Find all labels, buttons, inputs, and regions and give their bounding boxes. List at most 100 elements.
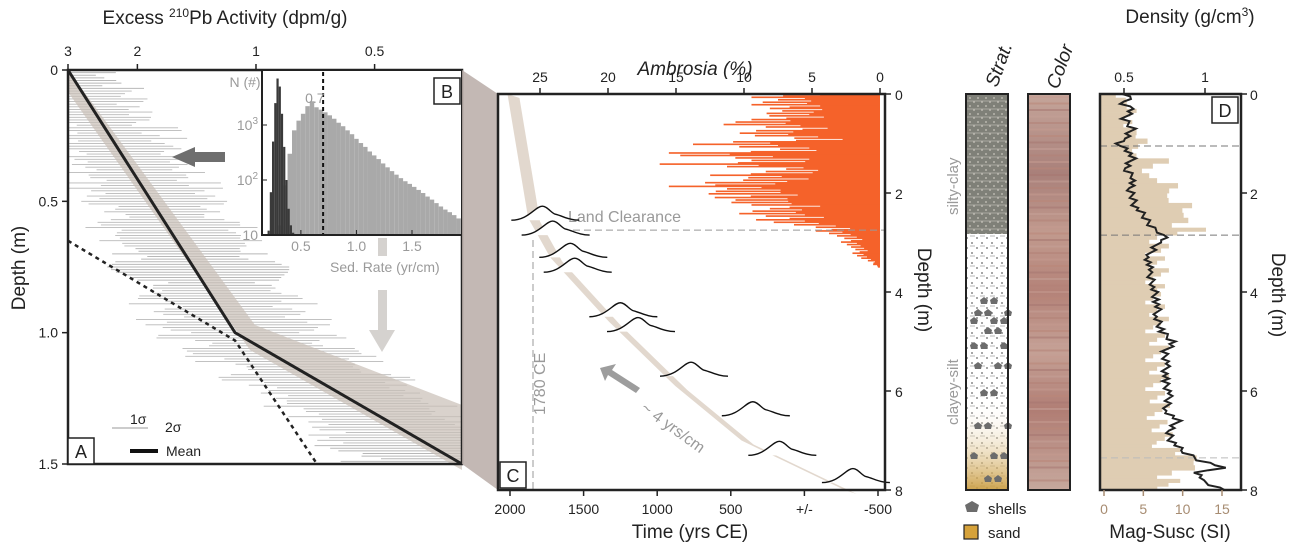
ambrosia-bar	[800, 124, 880, 127]
ambrosia-bar	[822, 108, 880, 111]
mag-susc-bar	[1101, 432, 1173, 437]
color-stripe	[1029, 310, 1069, 313]
ambrosia-bar	[859, 251, 880, 253]
mag-susc-bar	[1101, 101, 1127, 106]
ambrosia-bar	[680, 154, 880, 157]
color-stripe	[1029, 239, 1069, 241]
mag-susc-bar	[1101, 395, 1158, 400]
ambrosia-bar	[668, 152, 880, 154]
color-stripe	[1029, 226, 1069, 228]
color-stripe	[1029, 323, 1069, 326]
color-stripe	[1029, 414, 1069, 417]
shell-mark	[994, 362, 1002, 369]
legend-shells: shells	[988, 501, 1026, 518]
ambrosia-bar	[873, 263, 880, 266]
mag-susc-bar	[1101, 243, 1169, 249]
ambrosia-bar	[790, 119, 880, 122]
ambrosia-bar	[793, 223, 880, 226]
mag-susc-bar	[1101, 268, 1169, 273]
ambrosia-bar	[804, 214, 880, 216]
mag-susc-bar	[1101, 436, 1165, 441]
ambrosia-bar	[877, 264, 880, 267]
mag-susc-bar	[1101, 447, 1181, 453]
ambrosia-bar	[751, 159, 880, 162]
b-bar-light	[412, 186, 417, 235]
a-xtick-label-1: 2	[133, 43, 141, 59]
b-bar-light	[380, 163, 386, 235]
b-bar-light	[429, 199, 435, 235]
color-stripe	[1029, 343, 1069, 345]
mean-line	[66, 69, 463, 466]
panel-b: 0.7 N (#) 10 102 103 0.5 1.0 1.5 Sed. Rate (…	[229, 69, 463, 352]
shell-mark	[990, 389, 998, 396]
color-stripe	[1029, 408, 1069, 410]
mag-susc-bar	[1101, 366, 1158, 371]
mag-susc-bar	[1101, 424, 1160, 429]
ambrosia-bar	[727, 165, 880, 168]
color-stripe	[1029, 193, 1069, 196]
ambrosia-bar	[836, 235, 880, 237]
ambrosia-bar	[783, 95, 880, 97]
mag-susc-bar	[1101, 134, 1136, 139]
panel-label-a-box	[67, 437, 95, 465]
color-stripe	[1029, 401, 1069, 404]
b-bar-light	[354, 138, 359, 235]
shell-mark	[970, 317, 978, 324]
mag-susc-bar	[1101, 465, 1196, 471]
color-stripe	[1029, 206, 1069, 209]
b-bar-light	[372, 155, 377, 235]
color-stripe	[1029, 154, 1069, 157]
a-ytick-label-0: 0	[50, 62, 58, 78]
ambrosia-bar	[840, 241, 880, 243]
ambrosia-bar	[778, 98, 880, 101]
ambrosia-bar	[802, 128, 880, 131]
legend-1sigma: 1σ	[130, 411, 147, 427]
mag-susc-bar	[1101, 399, 1150, 404]
date-peak-5	[606, 316, 676, 333]
shell-mark	[974, 422, 982, 429]
land-clearance-label: Land Clearance	[568, 209, 681, 226]
color-stripe	[1029, 473, 1069, 475]
mag-susc-bar	[1101, 127, 1137, 132]
ambrosia-bar	[751, 96, 880, 99]
shell-mark	[1000, 317, 1008, 324]
mag-susc-bar	[1101, 374, 1169, 380]
b-bar-dark	[287, 208, 290, 235]
ambrosia-bar	[850, 233, 880, 236]
mag-susc-bar	[1101, 256, 1165, 261]
panel-a: Excess 210Pb Activity (dpm/g) 3 2 1 0.5 Dep…	[9, 6, 464, 472]
ambrosia-bar	[823, 116, 880, 118]
ambrosia-bar	[715, 184, 880, 186]
a-xtick-label-0: 3	[64, 43, 72, 59]
a-xtick-label-3: 0.5	[365, 43, 385, 59]
d-xtick-label-1: 5	[1139, 501, 1147, 517]
b-bar-light	[340, 126, 346, 235]
ambrosia-bar	[739, 145, 880, 148]
up-left-arrow-icon	[600, 364, 640, 393]
ambrosia-bar	[815, 230, 880, 232]
color-stripe	[1029, 161, 1069, 163]
d-xtick-label-0: 0	[1100, 501, 1108, 517]
b-bar-light	[305, 106, 310, 236]
ambrosia-bar	[786, 117, 880, 120]
c-xtick-label-1: 1500	[568, 501, 599, 517]
mag-susc-bar	[1101, 440, 1157, 445]
ambrosia-bar	[842, 231, 880, 233]
down-arrow-icon	[369, 290, 395, 352]
shell-mark	[990, 317, 998, 324]
strat-title: Strat.	[982, 40, 1017, 90]
mag-susc-bar	[1101, 451, 1176, 456]
b-bar-dark	[272, 141, 275, 235]
b-bar-light	[447, 212, 452, 235]
panel-label-c: C	[507, 466, 520, 486]
ambrosia-bar	[829, 232, 880, 235]
ambrosia-bar	[735, 121, 880, 123]
ambrosia-bar	[733, 141, 880, 143]
mag-susc-bar	[1101, 276, 1154, 281]
mag-susc-bar	[1101, 193, 1168, 199]
shell-mark	[974, 309, 982, 316]
ambrosia-bar	[765, 126, 880, 128]
color-stripe	[1029, 122, 1069, 124]
mag-susc-bar	[1101, 391, 1165, 396]
